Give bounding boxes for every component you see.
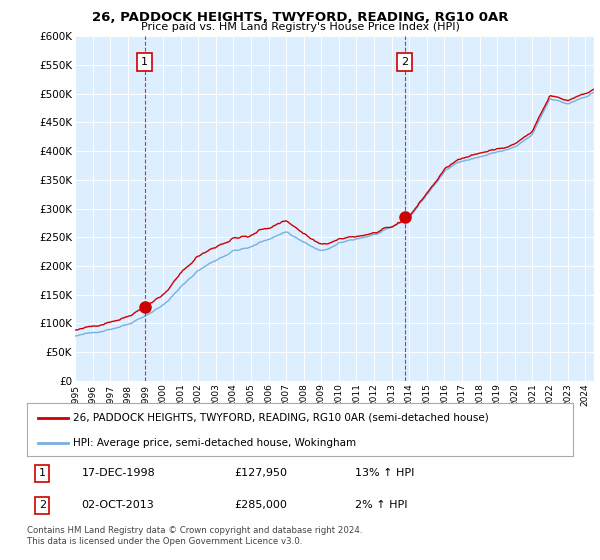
Text: £285,000: £285,000	[235, 501, 287, 510]
Text: 26, PADDOCK HEIGHTS, TWYFORD, READING, RG10 0AR: 26, PADDOCK HEIGHTS, TWYFORD, READING, R…	[92, 11, 508, 24]
Text: 26, PADDOCK HEIGHTS, TWYFORD, READING, RG10 0AR (semi-detached house): 26, PADDOCK HEIGHTS, TWYFORD, READING, R…	[73, 413, 489, 423]
Text: HPI: Average price, semi-detached house, Wokingham: HPI: Average price, semi-detached house,…	[73, 438, 356, 448]
Text: 1: 1	[141, 57, 148, 67]
Text: 13% ↑ HPI: 13% ↑ HPI	[355, 468, 414, 478]
Text: Contains HM Land Registry data © Crown copyright and database right 2024.
This d: Contains HM Land Registry data © Crown c…	[27, 526, 362, 546]
Text: 1: 1	[39, 468, 46, 478]
Text: 2: 2	[401, 57, 409, 67]
Text: 2: 2	[39, 501, 46, 510]
Text: 17-DEC-1998: 17-DEC-1998	[82, 468, 155, 478]
Text: 2% ↑ HPI: 2% ↑ HPI	[355, 501, 407, 510]
Text: Price paid vs. HM Land Registry's House Price Index (HPI): Price paid vs. HM Land Registry's House …	[140, 22, 460, 32]
Bar	[145, 36, 405, 381]
Text: 02-OCT-2013: 02-OCT-2013	[82, 501, 154, 510]
Text: £127,950: £127,950	[235, 468, 287, 478]
